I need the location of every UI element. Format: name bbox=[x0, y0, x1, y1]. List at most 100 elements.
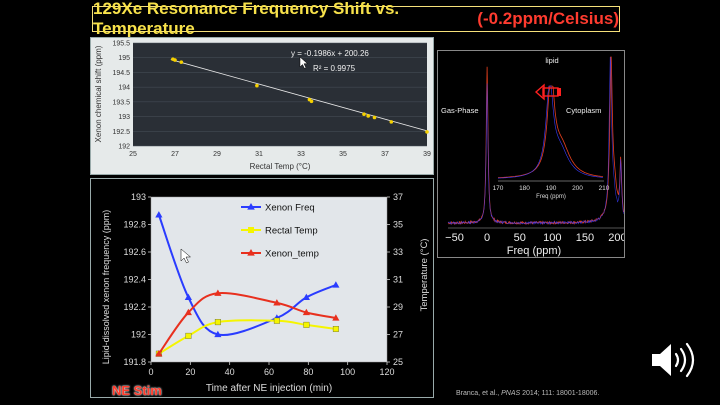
legend-marker bbox=[248, 227, 254, 233]
spectrum-tick-label: 150 bbox=[576, 232, 594, 244]
time-y-axis-label: Lipid-dissolved xenon frequency (ppm) bbox=[101, 210, 111, 365]
spectrum-tick-label: 100 bbox=[543, 232, 561, 244]
scatter-point bbox=[173, 58, 177, 62]
y-axis-label: Xenon chemical shift (ppm) bbox=[94, 45, 103, 142]
y-tick-label: 192.5 bbox=[112, 129, 130, 136]
series-point bbox=[214, 319, 221, 326]
inset-spectrum-after-line bbox=[497, 85, 603, 179]
lipid-annotation: lipid bbox=[545, 56, 558, 65]
series-point bbox=[184, 308, 192, 316]
series-point bbox=[273, 317, 280, 324]
scatter-point bbox=[255, 83, 259, 88]
fit-equation: y = -0.1986x + 200.26 bbox=[291, 49, 369, 58]
x-tick-label: 20 bbox=[185, 367, 195, 377]
x-tick-label: 60 bbox=[264, 367, 274, 377]
x-tick-label: 37 bbox=[381, 151, 389, 158]
cursor-arrow-icon bbox=[299, 56, 309, 69]
time-x-axis-label: Time after NE injection (min) bbox=[206, 383, 332, 394]
shift-arrow-icon bbox=[534, 83, 561, 101]
y2-tick-label: 29 bbox=[393, 302, 403, 312]
series-point bbox=[302, 308, 310, 316]
x-tick-label: 0 bbox=[148, 367, 153, 377]
series-point bbox=[303, 321, 310, 328]
time-course-chart: 191.8 192 192.2 192.4 192.6 192.8 193 25 27 29 31 3… bbox=[101, 192, 430, 394]
series-point bbox=[332, 326, 339, 332]
legend-label: Rectal Temp bbox=[265, 226, 318, 237]
cytoplasm-annotation: Cytoplasm bbox=[566, 106, 601, 115]
y-tick-label: 193.5 bbox=[112, 99, 130, 106]
spectrum-tick-label: 50 bbox=[514, 232, 526, 244]
y-tick-label: 195 bbox=[118, 55, 130, 62]
fit-r2: R² = 0.9975 bbox=[313, 64, 356, 73]
inset-tick-label: 180 bbox=[519, 185, 530, 192]
title-main: 129Xe Resonance Frequency Shift vs. Temp… bbox=[93, 0, 400, 38]
y-tick-label: 192.2 bbox=[123, 302, 146, 312]
y2-tick-label: 37 bbox=[393, 192, 403, 202]
inset-tick-label: 200 bbox=[572, 185, 583, 192]
series-point bbox=[273, 299, 281, 306]
citation-authors: Branca, et al., bbox=[456, 390, 502, 397]
scatter-point bbox=[179, 60, 184, 64]
y-tick-label: 193 bbox=[131, 192, 146, 202]
citation-journal: PNAS bbox=[501, 390, 521, 397]
y2-tick-label: 25 bbox=[393, 357, 403, 367]
series-point bbox=[184, 293, 192, 300]
x-tick-label: 40 bbox=[225, 367, 235, 377]
x-tick-label: 31 bbox=[255, 151, 263, 158]
series-point bbox=[185, 332, 192, 339]
speaker-icon bbox=[652, 342, 695, 378]
xenon-spectrum-chart: 170 180 190 200 210 Freq (ppm) −50 0 50 100 150 20… bbox=[438, 51, 624, 257]
series-point bbox=[155, 349, 163, 357]
x-axis-label: Rectal Temp (°C) bbox=[250, 162, 311, 171]
inset-tick-label: 210 bbox=[599, 185, 610, 192]
legend-marker bbox=[247, 203, 255, 210]
y-tick-label: 192 bbox=[118, 144, 130, 151]
spectrum-tick-label: 200 bbox=[608, 232, 624, 244]
y-tick-label: 192.6 bbox=[123, 247, 146, 257]
scatter-point bbox=[366, 114, 371, 118]
legend-marker bbox=[247, 249, 255, 256]
x-tick-label: 29 bbox=[213, 151, 221, 158]
slide-title: 129Xe Resonance Frequency Shift vs. Temp… bbox=[92, 0, 620, 38]
chemical-shift-scatter-panel: 192 192.5 193 193.5 194 194.5 195 195.5 25 27 29 31… bbox=[90, 37, 434, 175]
cursor-arrow-icon bbox=[180, 248, 192, 264]
scatter-point bbox=[389, 120, 394, 124]
y-tick-label: 192.8 bbox=[123, 220, 146, 230]
y-tick-label: 192.4 bbox=[123, 275, 146, 285]
series-point bbox=[332, 281, 340, 288]
x-tick-label: 27 bbox=[171, 151, 179, 158]
scatter-point bbox=[372, 115, 377, 120]
x-tick-label: 100 bbox=[340, 367, 355, 377]
series-point bbox=[214, 289, 222, 296]
y2-tick-label: 33 bbox=[393, 247, 403, 257]
time-course-panel: 191.8 192 192.2 192.4 192.6 192.8 193 25 27 29 31 3… bbox=[90, 178, 434, 398]
y-tick-label: 191.8 bbox=[123, 357, 146, 367]
spectrum-after-line bbox=[447, 56, 624, 226]
x-tick-label: 39 bbox=[423, 151, 431, 158]
x-tick-label: 120 bbox=[379, 367, 394, 377]
scatter-point bbox=[425, 130, 429, 134]
y-tick-label: 194 bbox=[118, 85, 130, 92]
spectrum-panel: 170 180 190 200 210 Freq (ppm) −50 0 50 100 150 20… bbox=[437, 50, 625, 258]
speaker-button[interactable] bbox=[650, 340, 700, 380]
x-tick-label: 33 bbox=[297, 151, 305, 158]
series-point bbox=[155, 211, 163, 218]
title-accent: (-0.2ppm/Celsius) bbox=[477, 9, 619, 28]
fit-line bbox=[170, 59, 430, 132]
x-tick-label: 35 bbox=[339, 151, 347, 158]
series-point bbox=[332, 314, 340, 321]
y-tick-label: 195.5 bbox=[112, 41, 130, 48]
y-tick-label: 192 bbox=[131, 330, 146, 340]
chemical-shift-scatter-chart: 192 192.5 193 193.5 194 194.5 195 195.5 25 27 29 31… bbox=[91, 38, 433, 174]
x-tick-label: 80 bbox=[303, 367, 313, 377]
citation: Branca, et al., PNAS 2014; 111: 18001-18… bbox=[456, 390, 599, 397]
scatter-point bbox=[362, 112, 366, 117]
legend-label: Xenon Freq bbox=[265, 203, 315, 214]
y2-tick-label: 27 bbox=[393, 330, 403, 340]
y-tick-label: 194.5 bbox=[112, 70, 130, 77]
inset-axis-label: Freq (ppm) bbox=[536, 194, 566, 200]
spectrum-tick-label: −50 bbox=[445, 232, 464, 244]
scatter-plot-area bbox=[133, 43, 427, 146]
gas-phase-annotation: Gas-Phase bbox=[441, 106, 479, 115]
citation-rest: 2014; 111: 18001-18006. bbox=[520, 390, 600, 397]
